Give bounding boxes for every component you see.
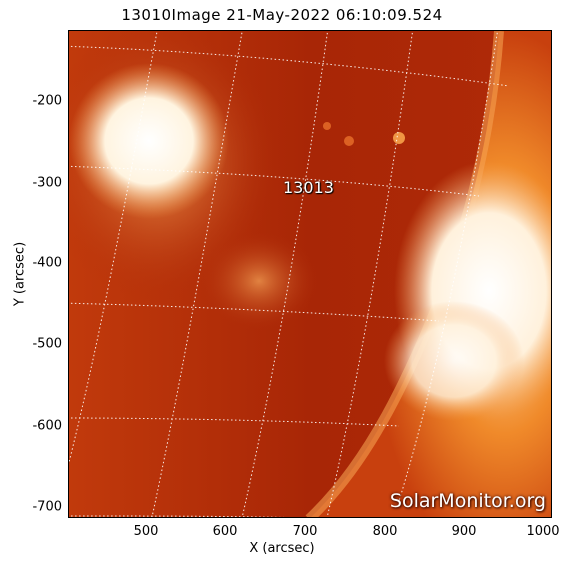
loop-glow: [199, 231, 319, 331]
watermark-text: SolarMonitor.org: [389, 490, 546, 512]
x-tick-label: 600: [212, 524, 238, 539]
x-tick-label: 800: [372, 524, 398, 539]
heliographic-grid: [69, 31, 510, 517]
y-tick-label: -200: [32, 93, 62, 109]
x-tick-label: 700: [292, 524, 318, 539]
x-axis-label: X (arcsec): [249, 541, 315, 556]
y-tick-label: -600: [32, 418, 62, 434]
image-title: 13010Image 21-May-2022 06:10:09.524: [121, 6, 443, 24]
bright-point: [344, 136, 354, 146]
bright-point: [393, 132, 405, 144]
y-tick-label: -300: [32, 175, 62, 191]
bright-point: [323, 122, 331, 130]
solar-image: [68, 30, 552, 518]
x-tick-label: 500: [133, 524, 159, 539]
y-tick-label: -500: [32, 336, 62, 352]
bright-region-right-lower: [384, 301, 524, 421]
x-tick-label: 1000: [526, 524, 560, 539]
bright-region-left: [69, 63, 229, 219]
solar-image-canvas: [69, 31, 551, 517]
y-tick-label: -700: [32, 499, 62, 515]
y-tick-label: -400: [32, 255, 62, 271]
active-region-label: 13013: [283, 178, 334, 197]
x-tick-label: 900: [451, 524, 477, 539]
y-axis-label: Y (arcsec): [12, 241, 28, 307]
